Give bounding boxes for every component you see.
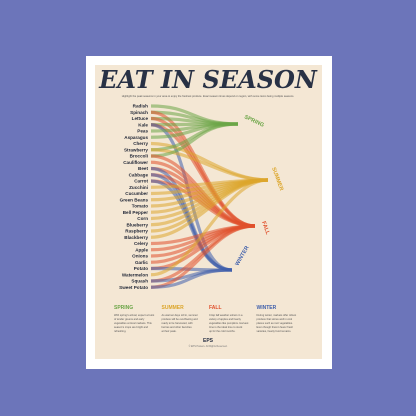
season-label: FALL bbox=[260, 221, 271, 237]
food-label: Zucchini bbox=[129, 185, 148, 190]
food-label: Sweet Potato bbox=[119, 285, 148, 290]
season-text: places such as root vegetables. bbox=[257, 321, 294, 325]
connection bbox=[150, 268, 233, 289]
connection bbox=[150, 122, 239, 158]
food-label: Cucumber bbox=[125, 191, 148, 196]
season-text: During winter, markets offer robust bbox=[257, 313, 297, 317]
food-label: Cabbage bbox=[129, 172, 149, 177]
season-text: produce that stores well in cool bbox=[257, 317, 293, 321]
season-text: With spring's arrival, expect a burst bbox=[114, 313, 155, 317]
season-text: vegetables at local markets. This bbox=[114, 321, 152, 325]
food-label: Raspberry bbox=[125, 229, 148, 234]
subtitle: Highlight the peak seasons in your area … bbox=[122, 94, 295, 98]
season-text: refreshing. bbox=[114, 329, 127, 333]
season-heading: FALL bbox=[209, 305, 222, 311]
season-text: vegetables like pumpkins. Harvest bbox=[209, 321, 249, 325]
season-text: at their peak. bbox=[162, 329, 177, 333]
food-label: Kale bbox=[138, 122, 148, 127]
food-label: Peas bbox=[137, 129, 148, 134]
food-label: Strawberry bbox=[124, 147, 148, 152]
food-label: Green Beans bbox=[120, 197, 149, 202]
food-label: Beet bbox=[138, 166, 148, 171]
food-label: Celery bbox=[134, 241, 148, 246]
food-label: Onions bbox=[132, 254, 148, 259]
food-label: Squash bbox=[131, 279, 148, 284]
food-label: Cherry bbox=[133, 141, 148, 146]
food-label: Spinach bbox=[130, 110, 148, 115]
season-text: varieties, hearty food remains. bbox=[257, 329, 292, 333]
season-heading: SPRING bbox=[114, 305, 133, 311]
season-text: of tender greens and early bbox=[114, 317, 145, 321]
food-label: Broccoli bbox=[130, 154, 148, 159]
food-label: Lettuce bbox=[132, 116, 149, 121]
season-heading: SUMMER bbox=[162, 305, 185, 311]
copyright: © EPS Posters. All Rights Reserved. bbox=[189, 345, 228, 348]
season-text: produce will be overflowing and bbox=[162, 317, 199, 321]
food-label: Bell Pepper bbox=[123, 210, 148, 215]
food-label: Carrot bbox=[134, 179, 148, 184]
logo: EPS bbox=[203, 338, 214, 344]
connections bbox=[150, 104, 269, 289]
season-text: ready to be harvested, with bbox=[162, 321, 194, 325]
season-text: time is the ideal time to stock bbox=[209, 325, 243, 329]
food-label: Potato bbox=[134, 266, 148, 271]
food-label: Garlic bbox=[135, 260, 148, 265]
title: EAT IN SEASON bbox=[98, 65, 318, 94]
season-text: Even though there's fewer fresh bbox=[257, 325, 294, 329]
food-label: Cauliflower bbox=[123, 160, 148, 165]
connection bbox=[150, 224, 256, 289]
season-text: Crisp fall weather ushers in a bbox=[209, 313, 243, 317]
connection bbox=[150, 178, 269, 277]
food-label: Corn bbox=[137, 216, 148, 221]
season-text: berries and other favorites bbox=[162, 325, 193, 329]
poster bbox=[95, 65, 322, 359]
season-heading: WINTER bbox=[257, 305, 277, 311]
food-label: Radish bbox=[133, 104, 149, 109]
food-label: Tomato bbox=[132, 204, 148, 209]
season-text: up for the cold months. bbox=[209, 329, 236, 333]
food-label: Blueberry bbox=[127, 222, 149, 227]
season-text: season's crops are bright and bbox=[114, 325, 149, 329]
food-label: Apple bbox=[135, 247, 148, 252]
food-label: Asparagus bbox=[124, 135, 148, 140]
food-label: Watermelon bbox=[122, 272, 148, 277]
season-text: variety of apples and hearty bbox=[209, 317, 242, 321]
connection bbox=[150, 179, 233, 272]
season-text: As warmer days roll in, summer bbox=[162, 313, 198, 317]
food-label: Blackberry bbox=[124, 235, 148, 240]
